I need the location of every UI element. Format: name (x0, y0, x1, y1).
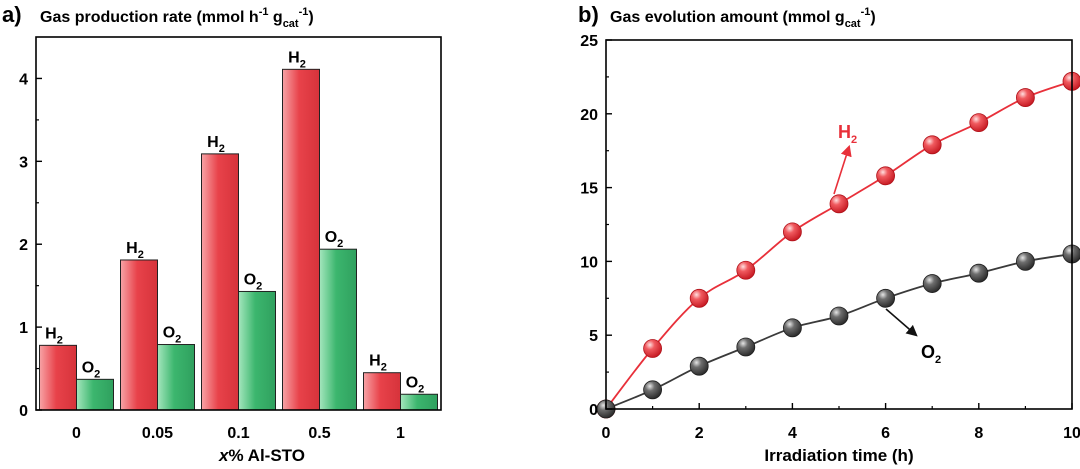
point-o2-7 (922, 274, 942, 293)
point-o2-9 (1016, 251, 1035, 271)
point-h2-7 (922, 135, 942, 155)
panel-b-x-axis: 0 2 4 6 8 10 (602, 403, 1080, 442)
panel-b-plot-frame (605, 39, 1073, 410)
bar-label-h2-0: H2 (45, 325, 63, 346)
y-tick-label: 10 (580, 254, 598, 271)
bar-label-o2-0.05: O2 (163, 325, 182, 346)
x-tick-label: 6 (881, 425, 890, 442)
point-h2-4 (783, 222, 802, 242)
x-tick-label: 4 (788, 425, 797, 442)
y-tick-label: 15 (580, 181, 598, 198)
bar-o2-0.05 (157, 344, 195, 411)
bar-h2-0 (39, 344, 77, 411)
bar-label-o2-0: O2 (82, 359, 101, 380)
y-tick-label: 3 (19, 154, 28, 171)
bar-label-o2-0.1: O2 (244, 271, 263, 292)
y-tick-label: 4 (19, 71, 28, 88)
bar-label-h2-0.05: H2 (126, 240, 144, 261)
series-line-o2 (605, 253, 1073, 410)
panel-a-x-axis-label: x% Al-STO (218, 446, 305, 465)
x-tick-label: 0 (602, 425, 611, 442)
point-o2-4 (783, 318, 802, 338)
y-tick-label: 1 (19, 320, 28, 337)
point-h2-1 (643, 339, 662, 358)
bar-h2-0.5 (282, 68, 320, 411)
bar-h2-1 (363, 372, 401, 411)
y-tick-label: 2 (19, 237, 28, 254)
panel-a-title: Gas production rate (mmol h-1 gcat-1) (40, 6, 314, 30)
x-tick-label: 8 (974, 425, 983, 442)
panel-b-line-chart: b) Gas evolution amount (mmol gcat-1) 0 5… (578, 2, 1080, 465)
panel-a-y-axis: 0 1 2 3 4 (19, 71, 42, 420)
panel-a-plot-frame (35, 36, 442, 411)
point-o2-8 (969, 263, 989, 283)
point-o2-5 (829, 306, 849, 326)
point-h2-5 (829, 194, 849, 214)
x-tick-label: 0.5 (308, 425, 330, 442)
y-tick-label: 20 (580, 107, 598, 124)
point-h2-2 (689, 288, 709, 308)
panel-b-series (596, 71, 1080, 419)
y-tick-label: 25 (580, 33, 598, 50)
point-h2-8 (969, 113, 989, 133)
y-tick-label: 5 (589, 328, 598, 345)
bar-label-o2-0.5: O2 (325, 229, 344, 250)
bar-h2-0.05 (120, 259, 158, 411)
point-h2-9 (1016, 88, 1035, 107)
bar-h2-0.1 (201, 153, 239, 411)
o2-annotation-arrow (885, 308, 918, 337)
panel-b-title: Gas evolution amount (mmol gcat-1) (610, 6, 876, 30)
bar-o2-0.1 (238, 290, 276, 411)
panel-b-x-axis-label: Irradiation time (h) (764, 446, 913, 465)
x-tick-label: 0.05 (142, 425, 173, 442)
x-tick-label: 10 (1063, 425, 1080, 442)
panel-a-bar-labels: H2 O2 H2 O2 H2 O2 H2 O2 H2 O2 (45, 49, 424, 395)
h2-annotation-label: H2 (838, 122, 857, 146)
point-o2-1 (643, 380, 662, 400)
y-tick-label: 0 (589, 402, 598, 419)
point-o2-2 (689, 356, 709, 376)
x-tick-label: 0 (72, 425, 81, 442)
panel-a-x-axis: 0 0.05 0.1 0.5 1 (72, 425, 405, 442)
x-tick-label: 2 (695, 425, 704, 442)
bar-o2-0.5 (319, 248, 357, 411)
h2-annotation-arrow (833, 144, 852, 195)
panel-b-letter: b) (578, 2, 599, 27)
point-o2-6 (876, 288, 895, 308)
x-tick-label: 0.1 (227, 425, 249, 442)
panel-a-letter: a) (2, 2, 22, 27)
y-tick-label: 0 (19, 403, 28, 420)
o2-annotation-label: O2 (921, 342, 941, 366)
bar-label-o2-1: O2 (406, 374, 425, 395)
point-o2-3 (736, 337, 756, 357)
point-h2-3 (736, 260, 756, 280)
bar-o2-1 (400, 393, 438, 411)
bar-label-h2-0.1: H2 (207, 134, 225, 155)
bar-o2-0 (76, 378, 114, 411)
point-h2-6 (876, 166, 895, 186)
bar-label-h2-1: H2 (369, 353, 387, 374)
panel-a-bars (39, 68, 438, 411)
panel-a-bar-chart: a) Gas production rate (mmol h-1 gcat-1)… (2, 2, 442, 465)
bar-label-h2-0.5: H2 (288, 49, 306, 70)
x-tick-label: 1 (396, 425, 405, 442)
panel-b-y-axis: 0 5 10 15 20 25 (580, 33, 612, 419)
